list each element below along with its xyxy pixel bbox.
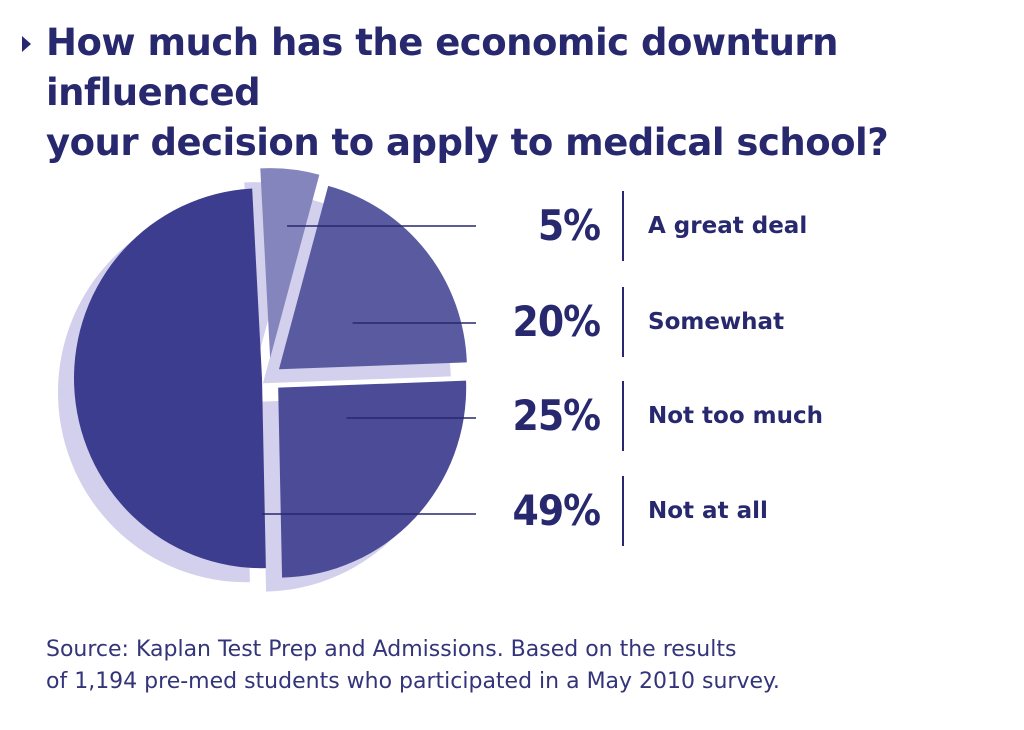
legend-row-a-great-deal: 5% A great deal (0, 191, 1024, 263)
title-line-1: How much has the economic downturn influ… (46, 21, 839, 114)
title-line-2: your decision to apply to medical school… (46, 121, 889, 164)
chart-title: How much has the economic downturn influ… (46, 18, 1006, 168)
legend-row-not-too-much: 25% Not too much (0, 381, 1024, 453)
slice-category-label: Not too much (648, 403, 824, 429)
source-line-2: of 1,194 pre-med students who participat… (46, 669, 780, 694)
slice-value-label: 5% (537, 201, 601, 250)
leader-lines (262, 225, 476, 515)
legend-divider (622, 381, 624, 451)
legend-row-not-at-all: 49% Not at all (0, 476, 1024, 548)
pie-slice-a-great-deal (260, 168, 320, 359)
pie-slice-not-at-all (74, 188, 266, 569)
title-bullet-icon (22, 36, 31, 52)
slice-value-label: 20% (512, 297, 601, 346)
legend-divider (622, 191, 624, 261)
legend-row-somewhat: 20% Somewhat (0, 287, 1024, 359)
slice-category-label: Not at all (648, 498, 768, 524)
slice-value-label: 49% (512, 486, 601, 535)
slice-category-label: Somewhat (648, 309, 785, 335)
slice-value-label: 25% (512, 391, 601, 440)
source-note: Source: Kaplan Test Prep and Admissions.… (46, 634, 996, 698)
slice-category-label: A great deal (648, 213, 808, 239)
legend-divider (622, 476, 624, 546)
source-line-1: Source: Kaplan Test Prep and Admissions.… (46, 637, 737, 662)
pie-slice-not-too-much (278, 380, 467, 578)
legend-divider (622, 287, 624, 357)
